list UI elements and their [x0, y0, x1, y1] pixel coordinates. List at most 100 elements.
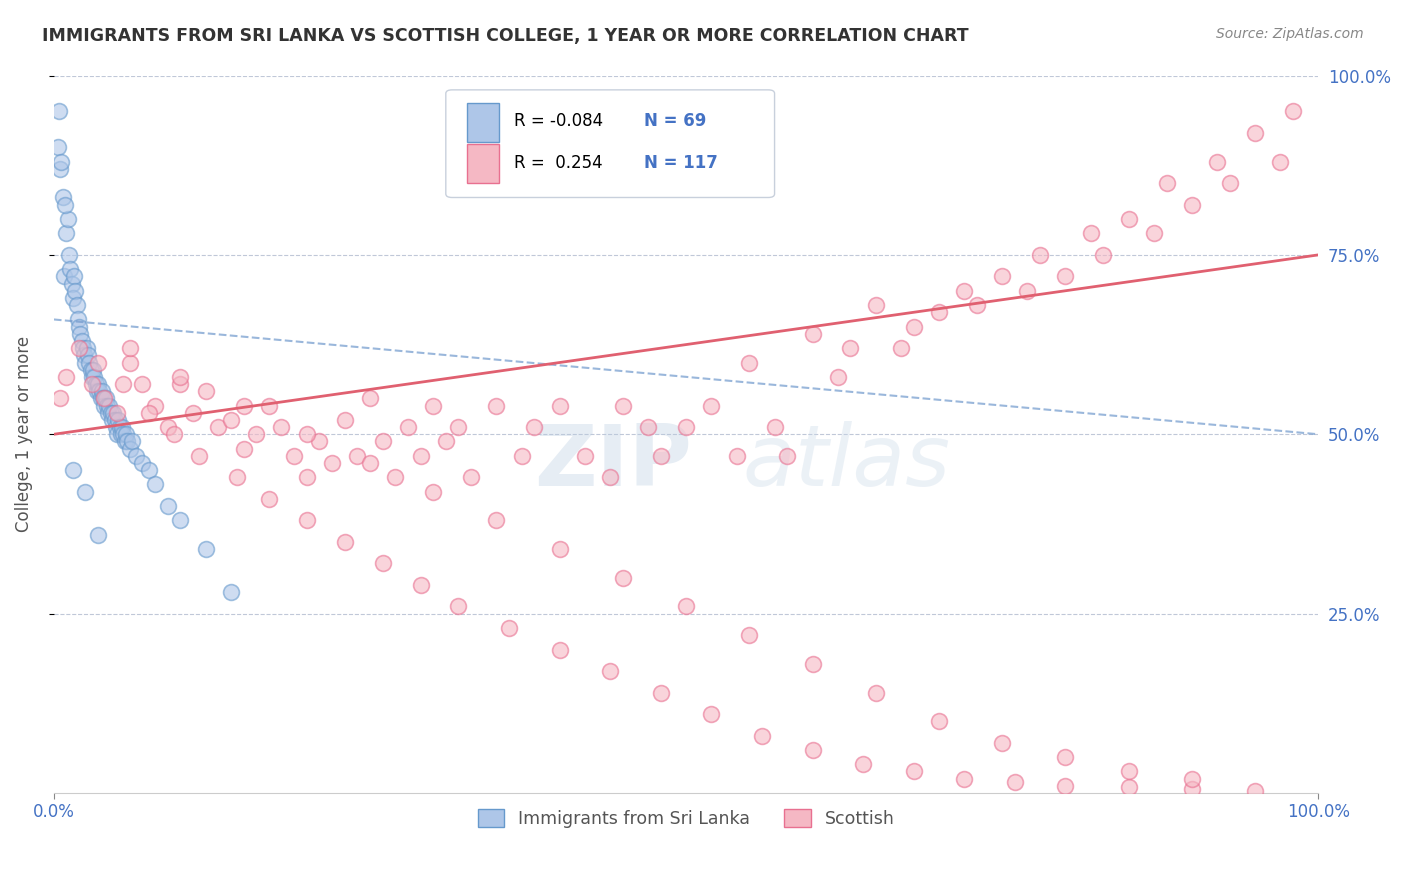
Point	[48, 104, 70, 119]
Point	[70, 334, 93, 348]
Point	[498, 621, 520, 635]
Point	[87, 355, 110, 369]
Point	[181, 406, 204, 420]
Point	[675, 420, 697, 434]
Point	[447, 599, 470, 614]
Point	[62, 291, 84, 305]
Point	[801, 326, 824, 341]
Point	[1029, 248, 1052, 262]
Point	[1181, 772, 1204, 786]
Point	[599, 664, 621, 678]
Point	[67, 319, 90, 334]
Point	[115, 427, 138, 442]
Point	[104, 420, 127, 434]
Point	[194, 542, 217, 557]
Point	[82, 362, 104, 376]
Text: R = -0.084: R = -0.084	[515, 112, 603, 129]
Point	[105, 427, 128, 442]
Point	[73, 348, 96, 362]
Point	[295, 427, 318, 442]
Point	[169, 513, 191, 527]
Point	[270, 420, 292, 434]
Point	[599, 470, 621, 484]
Point	[257, 399, 280, 413]
Point	[56, 212, 79, 227]
Point	[1244, 784, 1267, 798]
Point	[991, 269, 1014, 284]
Point	[108, 420, 131, 434]
Point	[110, 427, 132, 442]
Point	[738, 628, 761, 642]
Point	[219, 585, 242, 599]
Point	[93, 399, 115, 413]
Point	[548, 542, 571, 557]
Point	[510, 449, 533, 463]
Point	[384, 470, 406, 484]
Point	[371, 557, 394, 571]
Text: ZIP: ZIP	[534, 421, 692, 505]
Point	[156, 420, 179, 434]
Point	[138, 406, 160, 420]
Point	[69, 326, 91, 341]
Point	[548, 642, 571, 657]
FancyBboxPatch shape	[446, 90, 775, 197]
Point	[333, 413, 356, 427]
Bar	[467, 103, 499, 142]
Point	[485, 513, 508, 527]
Point	[80, 369, 103, 384]
Point	[1206, 154, 1229, 169]
Point	[321, 456, 343, 470]
Point	[66, 312, 89, 326]
Point	[94, 392, 117, 406]
Point	[86, 384, 108, 399]
Point	[89, 384, 111, 399]
Point	[232, 399, 254, 413]
Point	[650, 449, 672, 463]
Point	[1118, 780, 1140, 795]
Point	[675, 599, 697, 614]
Point	[131, 456, 153, 470]
Point	[1156, 176, 1178, 190]
Point	[143, 477, 166, 491]
Text: R =  0.254: R = 0.254	[515, 154, 603, 172]
Point	[523, 420, 546, 434]
Point	[105, 406, 128, 420]
Point	[1054, 269, 1077, 284]
Point	[359, 456, 381, 470]
Point	[422, 399, 444, 413]
Point	[1118, 764, 1140, 779]
Point	[1270, 154, 1292, 169]
Point	[87, 527, 110, 541]
Point	[1244, 126, 1267, 140]
Point	[125, 449, 148, 463]
Point	[447, 420, 470, 434]
Point	[852, 757, 875, 772]
Point	[55, 227, 77, 241]
Point	[422, 484, 444, 499]
Point	[612, 399, 634, 413]
Point	[65, 284, 87, 298]
Point	[169, 377, 191, 392]
Point	[188, 449, 211, 463]
Point	[359, 392, 381, 406]
Point	[75, 355, 97, 369]
Point	[776, 449, 799, 463]
Point	[1017, 284, 1039, 298]
Point	[725, 449, 748, 463]
Point	[77, 348, 100, 362]
Point	[966, 298, 988, 312]
Point	[112, 427, 135, 442]
Point	[1092, 248, 1115, 262]
Point	[156, 499, 179, 513]
Point	[63, 269, 86, 284]
Point	[118, 355, 141, 369]
Point	[1282, 104, 1305, 119]
Point	[827, 369, 849, 384]
Point	[83, 369, 105, 384]
Point	[1143, 227, 1166, 241]
Point	[138, 463, 160, 477]
Point	[1054, 750, 1077, 764]
Point	[346, 449, 368, 463]
Point	[485, 399, 508, 413]
Point	[75, 484, 97, 499]
